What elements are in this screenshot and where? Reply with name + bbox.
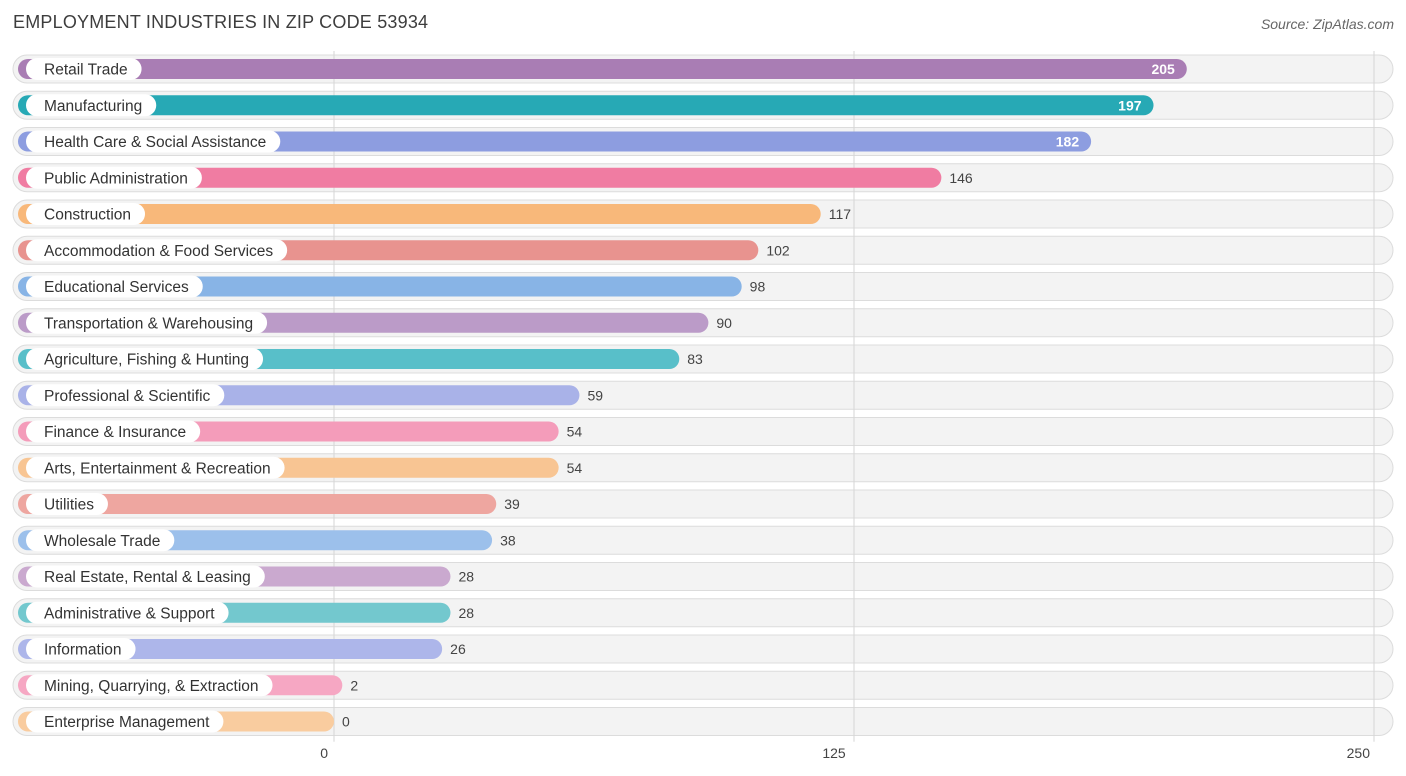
category-label-background [26,275,203,298]
category-label: Transportation & Warehousing [44,315,253,332]
category-label: Manufacturing [44,98,142,115]
value-label: 146 [949,170,973,186]
value-label: 28 [458,569,474,585]
bar-row: Mining, Quarrying, & Extraction 2 [18,674,358,697]
category-label: Utilities [44,497,94,514]
category-label-background [26,638,136,660]
bar-row: Agriculture, Fishing & Hunting 83 [18,348,703,370]
category-label-background [26,420,201,443]
category-label: Real Estate, Rental & Leasing [44,569,251,586]
value-label: 39 [504,496,520,512]
bar-row: Enterprise Management 0 [18,710,350,733]
category-label-background [26,493,108,515]
category-label: Accommodation & Food Services [44,243,273,260]
category-label-background [26,674,273,697]
bar [18,95,1154,116]
value-label: 197 [1118,97,1142,113]
bar-row: Public Administration 146 [18,166,973,189]
category-label: Enterprise Management [44,714,210,731]
bar-row: Wholesale Trade 38 [18,529,516,552]
category-label: Administrative & Support [44,605,215,622]
category-label-background [26,94,157,117]
value-label: 102 [766,242,790,258]
bar-row: Administrative & Support 28 [18,601,474,624]
bar-row: Construction 117 [18,203,851,225]
bar [18,167,942,188]
category-label-background [26,565,265,588]
category-label: Professional & Scientific [44,388,211,405]
category-label-background [26,239,288,262]
category-label-background [26,130,281,153]
bar-row: Utilities 39 [18,493,520,515]
value-label: 54 [567,424,583,440]
category-label-background [26,58,142,80]
value-label: 98 [750,279,766,295]
bar-row: Manufacturing 197 [18,94,1154,117]
category-label: Information [44,642,122,659]
value-label: 59 [587,387,603,403]
bar-row: Arts, Entertainment & Recreation 54 [18,456,583,479]
x-tick-label: 125 [822,745,846,761]
value-label: 28 [458,605,474,621]
category-label: Educational Services [44,279,189,296]
bar-row: Real Estate, Rental & Leasing 28 [18,565,474,588]
category-label-background [26,529,175,552]
value-label: 205 [1151,61,1175,77]
category-label-background [26,203,146,225]
value-label: 117 [829,206,852,222]
value-label: 83 [687,351,703,367]
x-tick-label: 0 [320,745,328,761]
source-label: Source: ZipAtlas.com [1260,16,1394,32]
category-label: Wholesale Trade [44,533,160,550]
bar-row: Educational Services 98 [18,275,766,298]
category-label-background [26,311,268,334]
category-label: Public Administration [44,170,188,187]
bar-row: Professional & Scientific 59 [18,384,603,407]
bar [18,494,497,514]
category-label-background [26,166,202,189]
value-label: 0 [342,714,350,730]
category-label: Finance & Insurance [44,424,186,441]
bar [18,131,1092,152]
category-label-background [26,456,285,479]
category-label: Mining, Quarrying, & Extraction [44,678,259,695]
bar [18,204,821,224]
category-label: Retail Trade [44,62,128,79]
value-label: 90 [716,315,732,331]
value-label: 38 [500,532,516,548]
bar-row: Finance & Insurance 54 [18,420,583,443]
category-label: Construction [44,207,131,224]
value-label: 26 [450,641,466,657]
row-background [12,670,1394,700]
category-label-background [26,348,264,370]
bar-row: Health Care & Social Assistance 182 [18,130,1092,153]
bar-row: Retail Trade 205 [18,58,1187,80]
category-label-background [26,601,229,624]
value-label: 182 [1056,134,1080,150]
category-label: Agriculture, Fishing & Hunting [44,352,249,369]
chart-title: EMPLOYMENT INDUSTRIES IN ZIP CODE 53934 [13,12,429,32]
bar-row: Transportation & Warehousing 90 [18,311,732,334]
bar-row: Information 26 [18,638,466,660]
x-tick-label: 250 [1347,745,1371,761]
bar-row: Accommodation & Food Services 102 [18,239,790,262]
category-label: Arts, Entertainment & Recreation [44,460,271,477]
value-label: 54 [567,460,583,476]
row-background [12,707,1394,736]
bar [18,59,1187,79]
category-label: Health Care & Social Assistance [44,134,266,151]
category-label-background [26,710,224,733]
category-label-background [26,384,225,407]
value-label: 2 [350,677,358,693]
